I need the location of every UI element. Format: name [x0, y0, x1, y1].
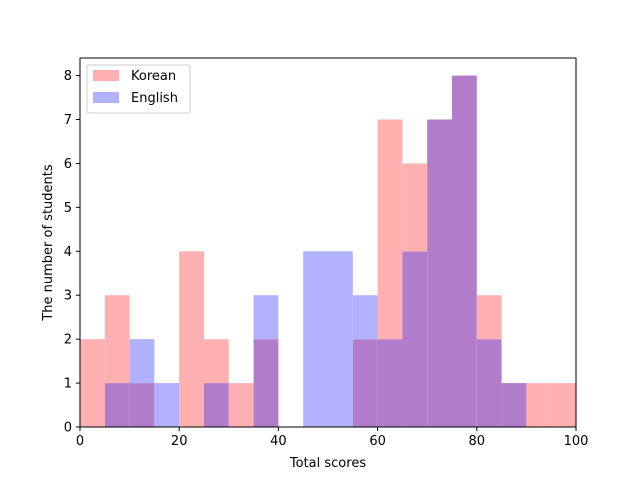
y-tick-label: 5: [64, 201, 72, 216]
bar-overlap-bin-70: [427, 119, 452, 427]
bar-english-bin-50: [328, 251, 353, 427]
bar-overlap-bin-35: [253, 339, 279, 427]
bar-english-bin-35: [253, 295, 279, 340]
bar-korean-bin-60: [377, 119, 403, 340]
bar-korean-bin-20: [179, 251, 204, 427]
bar-overlap-bin-55: [352, 339, 378, 427]
bar-overlap-bin-10: [129, 383, 155, 427]
y-tick-label: 6: [64, 157, 72, 172]
bar-korean-bin-25: [204, 339, 229, 384]
bar-korean-bin-30: [228, 383, 254, 427]
x-axis-label: Total scores: [289, 456, 366, 471]
bar-english-bin-45: [303, 251, 328, 427]
legend-label-korean: Korean: [131, 69, 176, 84]
x-tick-label: 60: [369, 434, 386, 449]
x-tick-label: 100: [564, 434, 589, 449]
x-tick-label: 0: [76, 434, 84, 449]
legend: Korean English: [86, 64, 191, 114]
bar-english-bin-15: [154, 383, 180, 427]
y-axis-label: The number of students: [41, 164, 56, 322]
y-tick-label: 7: [64, 113, 72, 128]
bar-overlap-bin-5: [104, 383, 130, 427]
bar-korean-bin-80: [476, 295, 502, 340]
bar-overlap-bin-65: [402, 251, 428, 427]
x-tick-label: 40: [270, 434, 287, 449]
bar-korean-bin-0: [80, 339, 105, 427]
bar-overlap-bin-75: [452, 75, 477, 428]
legend-label-english: English: [131, 91, 178, 106]
legend-swatch-korean: [93, 70, 119, 81]
plot-frame: [79, 57, 577, 428]
bar-overlap-bin-25: [204, 383, 229, 427]
y-tick-label: 0: [64, 421, 72, 436]
bars-layer: [80, 75, 576, 428]
bar-overlap-bin-60: [377, 339, 403, 427]
y-tick-label: 1: [64, 377, 72, 392]
bar-overlap-bin-80: [476, 339, 502, 427]
bar-korean-bin-5: [104, 295, 130, 384]
y-tick-label: 3: [64, 289, 72, 304]
bar-overlap-bin-85: [501, 383, 527, 427]
bar-korean-bin-65: [402, 163, 428, 252]
legend-swatch-english: [93, 92, 119, 103]
ticks-layer: 0 20 40 60 80 100 0 1 2 3 4 5 6 7 8: [64, 69, 589, 449]
bar-english-bin-10: [129, 339, 155, 384]
x-tick-label: 20: [171, 434, 188, 449]
x-tick-label: 80: [469, 434, 486, 449]
bar-korean-bin-95: [551, 383, 576, 427]
y-tick-label: 2: [64, 333, 72, 348]
y-tick-label: 8: [64, 69, 72, 84]
bar-english-bin-55: [352, 295, 378, 340]
bar-korean-bin-90: [526, 383, 552, 427]
y-tick-label: 4: [64, 245, 72, 260]
